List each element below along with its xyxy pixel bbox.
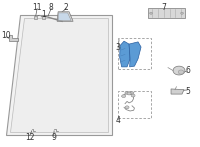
Text: 11: 11 bbox=[32, 2, 42, 12]
Polygon shape bbox=[125, 92, 134, 94]
Text: 4: 4 bbox=[116, 116, 121, 125]
Circle shape bbox=[127, 92, 131, 95]
Text: 2: 2 bbox=[64, 2, 68, 12]
Text: 12: 12 bbox=[25, 132, 34, 142]
Text: 1: 1 bbox=[41, 10, 46, 19]
Polygon shape bbox=[42, 16, 45, 19]
Text: 3: 3 bbox=[116, 42, 121, 52]
Text: 9: 9 bbox=[51, 132, 56, 142]
Polygon shape bbox=[171, 89, 184, 94]
Bar bbox=[118, 38, 151, 69]
Bar bbox=[148, 8, 185, 18]
Polygon shape bbox=[129, 42, 141, 67]
Text: 8: 8 bbox=[49, 2, 53, 12]
Circle shape bbox=[125, 106, 129, 109]
Polygon shape bbox=[34, 16, 37, 19]
Polygon shape bbox=[58, 13, 71, 21]
Bar bbox=[118, 91, 151, 118]
Text: 10: 10 bbox=[1, 31, 11, 40]
Circle shape bbox=[122, 95, 126, 98]
Text: 6: 6 bbox=[186, 66, 190, 75]
Circle shape bbox=[178, 70, 184, 74]
Circle shape bbox=[131, 94, 135, 97]
Circle shape bbox=[173, 66, 185, 75]
Polygon shape bbox=[9, 35, 18, 41]
Polygon shape bbox=[57, 12, 73, 21]
Polygon shape bbox=[6, 15, 112, 135]
Circle shape bbox=[181, 12, 183, 14]
Text: 7: 7 bbox=[162, 2, 166, 12]
Circle shape bbox=[150, 12, 152, 14]
Polygon shape bbox=[10, 18, 108, 132]
Polygon shape bbox=[120, 41, 130, 67]
Text: 5: 5 bbox=[186, 87, 190, 96]
